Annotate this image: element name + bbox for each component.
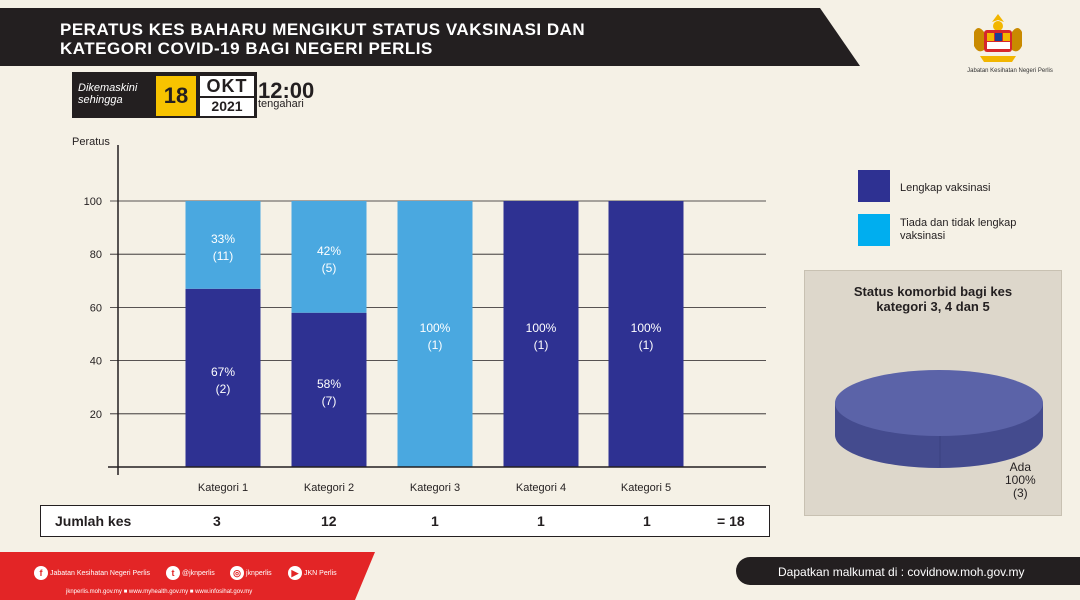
data-label: 42% — [317, 244, 341, 258]
social-youtube[interactable]: ▶ JKN Perlis — [288, 566, 337, 580]
y-tick-label: 60 — [90, 302, 102, 314]
comorbid-title-line-2: kategori 3, 4 dan 5 — [876, 299, 990, 314]
total-sum: = 18 — [717, 513, 745, 529]
social-facebook[interactable]: f Jabatan Kesihatan Negeri Perlis — [34, 566, 150, 580]
bar-segment — [185, 201, 261, 289]
calendar-month-year: OKT 2021 — [200, 76, 254, 116]
comorbid-panel: Status komorbid bagi kes kategori 3, 4 d… — [804, 270, 1062, 516]
jata-negara-logo — [974, 14, 1022, 62]
y-axis-label: Peratus — [72, 136, 110, 148]
comorbid-pie — [835, 370, 1043, 468]
data-label: 100% — [420, 321, 451, 335]
data-label: 100% — [526, 321, 557, 335]
data-count-label: (1) — [639, 338, 654, 352]
y-tick-label: 20 — [90, 409, 102, 421]
calendar-day: 18 — [156, 76, 196, 116]
data-label: 100% — [631, 321, 662, 335]
data-label: 67% — [211, 365, 235, 379]
data-label: 58% — [317, 377, 341, 391]
comorbid-title: Status komorbid bagi kes kategori 3, 4 d… — [805, 284, 1061, 314]
update-label: Dikemaskini sehingga — [78, 82, 154, 106]
social-label: Jabatan Kesihatan Negeri Perlis — [50, 569, 151, 577]
data-count-label: (11) — [213, 249, 233, 263]
social-label: JKN Perlis — [304, 569, 337, 577]
pie-label-count: (3) — [1013, 486, 1028, 500]
footer-links[interactable]: jknperlis.moh.gov.my ■ www.myhealth.gov.… — [66, 589, 253, 595]
total-kategori-3: 1 — [431, 513, 439, 529]
footer-info-bar: Dapatkan malkumat di : covidnow.moh.gov.… — [736, 557, 1080, 585]
calendar-month: OKT — [206, 76, 248, 96]
x-tick-label: Kategori 5 — [621, 482, 671, 494]
legend-item-tiada: Tiada dan tidak lengkap vaksinasi — [858, 214, 1040, 246]
legend-swatch — [858, 214, 890, 246]
bar-segment — [503, 201, 579, 467]
update-label-line-1: Dikemaskini — [78, 82, 138, 94]
data-count-label: (1) — [534, 338, 549, 352]
bar-segment — [397, 201, 473, 467]
total-kategori-5: 1 — [643, 513, 651, 529]
pie-slice-ada — [835, 370, 1043, 436]
calendar-year: 2021 — [200, 96, 254, 114]
x-tick-label: Kategori 2 — [304, 482, 354, 494]
bar-segment — [185, 288, 261, 467]
pie-label: Ada 100% (3) — [1005, 461, 1036, 500]
social-label: @jknperlis — [182, 569, 215, 577]
legend-swatch — [858, 170, 890, 202]
social-label: jknperlis — [246, 569, 272, 577]
instagram-icon: ◎ — [230, 566, 244, 580]
totals-label: Jumlah kes — [55, 513, 132, 529]
title-line-1: PERATUS KES BAHARU MENGIKUT STATUS VAKSI… — [60, 20, 586, 39]
y-tick-label: 100 — [84, 196, 102, 208]
legend-label: Tiada dan tidak lengkap vaksinasi — [900, 217, 1017, 242]
update-date-box: Dikemaskini sehingga 18 OKT 2021 — [72, 72, 257, 118]
social-twitter[interactable]: t @jknperlis — [166, 566, 215, 580]
footer-info-text[interactable]: Dapatkan malkumat di : covidnow.moh.gov.… — [778, 565, 1025, 579]
total-kategori-1: 3 — [213, 513, 221, 529]
stacked-bar-chart: Peratus 67% (2) 33% (11) 58% (7) 42% (5) 100% (1)… — [72, 136, 766, 494]
x-tick-label: Kategori 4 — [516, 482, 566, 494]
youtube-icon: ▶ — [288, 566, 302, 580]
bar-segment — [291, 201, 367, 313]
bar-segment — [291, 312, 367, 467]
pie-label-pct: 100% — [1005, 473, 1036, 487]
totals-row: Jumlah kes 3 12 1 1 1 = 18 — [40, 505, 770, 537]
data-count-label: (7) — [322, 394, 337, 408]
pie-label-name: Ada — [1009, 460, 1032, 474]
y-tick-label: 80 — [90, 249, 102, 261]
update-time-note: tengahari — [258, 98, 304, 110]
bar-segment — [608, 201, 684, 467]
data-count-label: (5) — [322, 261, 337, 275]
comorbid-title-line-1: Status komorbid bagi kes — [853, 284, 1013, 299]
twitter-icon: t — [166, 566, 180, 580]
data-count-label: (2) — [216, 382, 231, 396]
social-instagram[interactable]: ◎ jknperlis — [230, 566, 272, 580]
x-tick-label: Kategori 3 — [410, 482, 460, 494]
footer-social-bar — [0, 552, 375, 600]
legend-label: Lengkap vaksinasi — [900, 182, 991, 194]
logo-caption: Jabatan Kesihatan Negeri Perlis — [967, 68, 1053, 74]
x-tick-label: Kategori 1 — [198, 482, 248, 494]
legend-item-lengkap: Lengkap vaksinasi — [858, 170, 1080, 202]
facebook-icon: f — [34, 566, 48, 580]
title-line-2: KATEGORI COVID-19 BAGI NEGERI PERLIS — [60, 39, 433, 58]
data-count-label: (1) — [428, 338, 443, 352]
data-label: 33% — [211, 232, 235, 246]
y-tick-label: 40 — [90, 356, 102, 368]
total-kategori-4: 1 — [537, 513, 545, 529]
update-label-line-2: sehingga — [78, 94, 123, 106]
update-time: 12:00 — [258, 78, 315, 103]
total-kategori-2: 12 — [321, 513, 337, 529]
title-banner: PERATUS KES BAHARU MENGIKUT STATUS VAKSI… — [0, 8, 860, 66]
